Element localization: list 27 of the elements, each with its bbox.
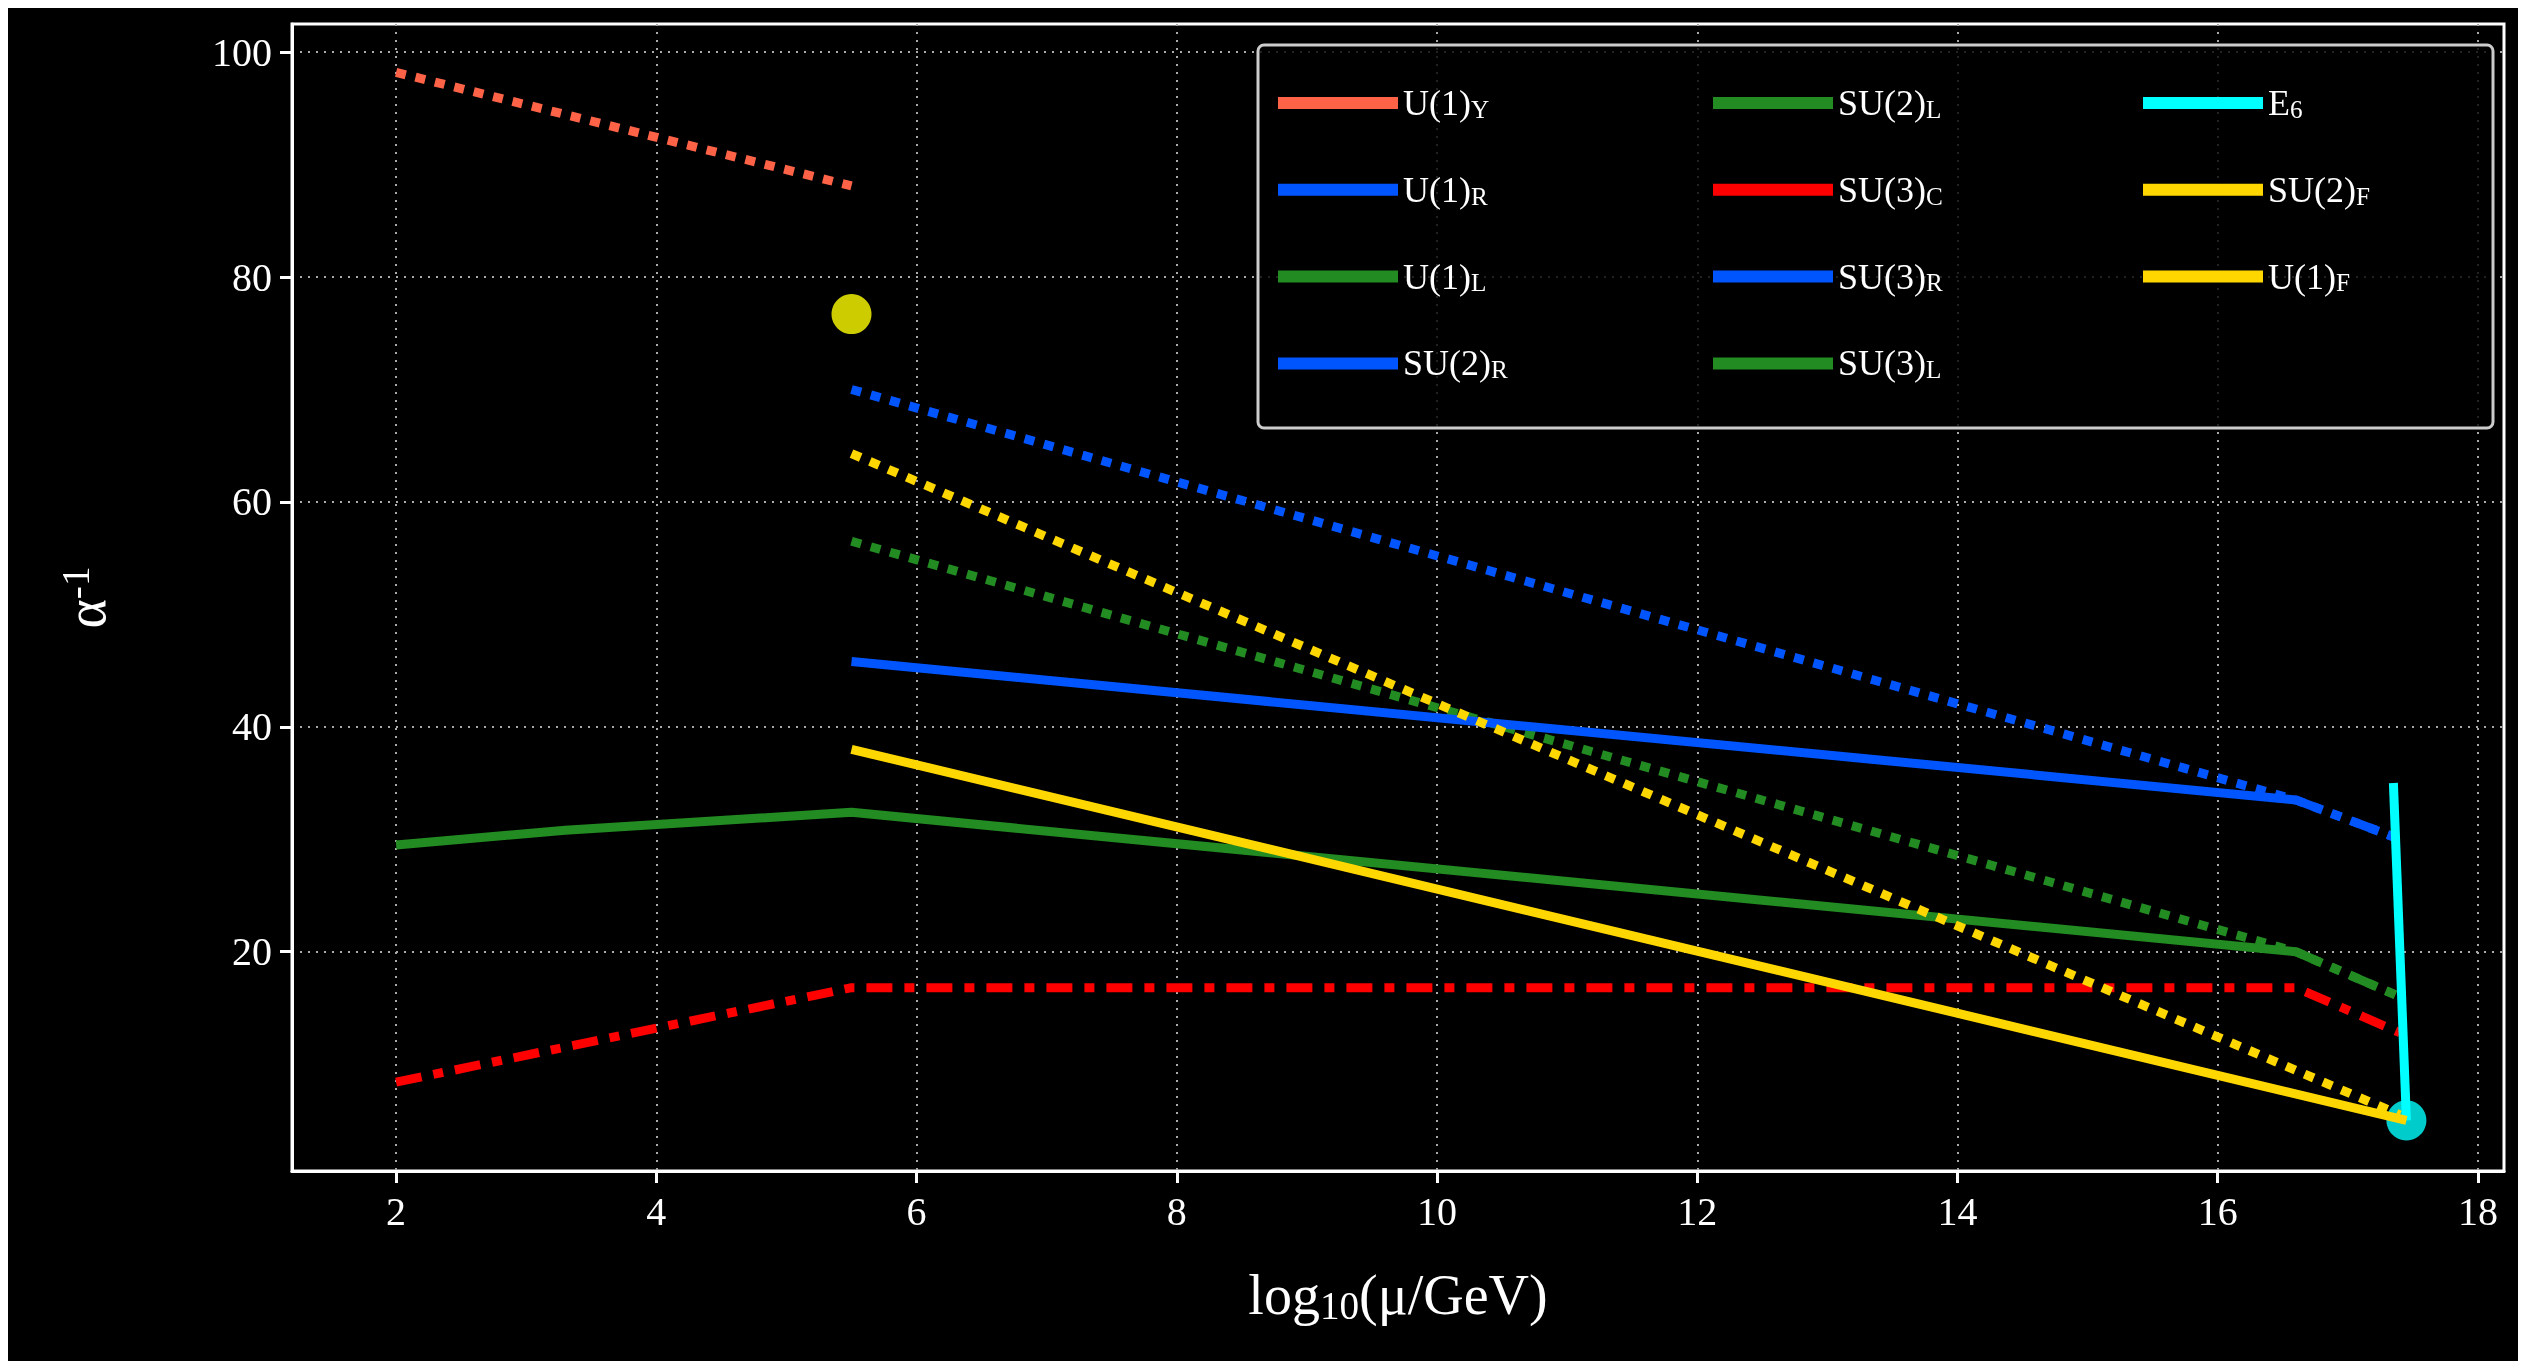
legend-label: U(1)F [2268,256,2350,297]
x-axis-title: log10(μ/GeV) [1248,1264,1548,1328]
x-tick-label: 18 [2457,1188,2498,1234]
legend-label: U(1)L [1403,256,1487,297]
legend-label: U(1)R [1403,169,1488,210]
legend-label: SU(2)F [2268,169,2371,210]
legend-label: E6 [2268,83,2303,123]
x-tick-label: 16 [2197,1188,2238,1234]
x-tick-label: 8 [1166,1188,1187,1234]
y-tick-label: 40 [232,704,272,750]
x-tick-label: 2 [386,1188,407,1234]
legend-label: SU(3)L [1838,343,1942,384]
y-tick-label: 60 [232,479,272,525]
legend-label: SU(3)R [1838,256,1943,297]
x-tick-label: 4 [646,1188,667,1234]
legend-label: SU(2)L [1838,83,1942,123]
x-tick-label: 12 [1677,1188,1718,1234]
y-tick-label: 80 [232,254,272,300]
y-tick-label: 100 [212,29,272,75]
x-tick-label: 6 [906,1188,927,1234]
legend-label: SU(2)R [1403,343,1508,384]
y-axis-title: α-1 [53,566,118,629]
y-tick-label: 20 [232,929,272,975]
legend-label: U(1)Y [1403,83,1490,123]
legend-label: SU(3)C [1838,169,1943,210]
x-tick-label: 10 [1417,1188,1458,1234]
x-tick-label: 14 [1937,1188,1978,1234]
